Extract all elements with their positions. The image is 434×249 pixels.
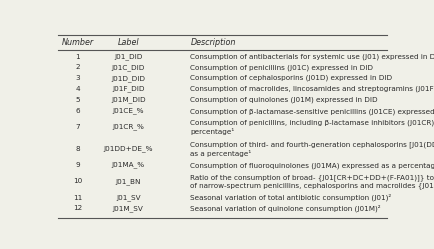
Text: 6: 6 bbox=[76, 108, 80, 114]
Text: J01_SV: J01_SV bbox=[116, 194, 141, 201]
Text: 2: 2 bbox=[76, 64, 80, 70]
Text: J01M_SV: J01M_SV bbox=[113, 205, 144, 212]
Text: 3: 3 bbox=[76, 75, 80, 81]
Text: 9: 9 bbox=[76, 162, 80, 168]
Text: 4: 4 bbox=[76, 86, 80, 92]
Text: J01_BN: J01_BN bbox=[115, 178, 141, 185]
Text: Number: Number bbox=[62, 38, 94, 47]
Text: J01DD+DE_%: J01DD+DE_% bbox=[103, 145, 153, 152]
Text: Consumption of third- and fourth-generation cephalosporins [J01(DD+DE)] expresse: Consumption of third- and fourth-generat… bbox=[191, 141, 434, 157]
Text: 7: 7 bbox=[76, 124, 80, 130]
Text: 12: 12 bbox=[73, 205, 82, 211]
Text: Description: Description bbox=[191, 38, 236, 47]
Text: Consumption of penicillins (J01C) expressed in DID: Consumption of penicillins (J01C) expres… bbox=[191, 64, 374, 71]
Text: 11: 11 bbox=[73, 194, 82, 200]
Text: 1: 1 bbox=[76, 54, 80, 60]
Text: Ratio of the consumption of broad- {J01[CR+DC+DD+(F-FA01)]} to the consumption
o: Ratio of the consumption of broad- {J01[… bbox=[191, 174, 434, 189]
Text: Consumption of fluoroquinolones (J01MA) expressed as a percentage²: Consumption of fluoroquinolones (J01MA) … bbox=[191, 161, 434, 169]
Text: 8: 8 bbox=[76, 146, 80, 152]
Text: Consumption of macrolides, lincosamides and streptogramins (J01F) expressed in D: Consumption of macrolides, lincosamides … bbox=[191, 86, 434, 92]
Text: J01C_DID: J01C_DID bbox=[112, 64, 145, 71]
Text: Label: Label bbox=[118, 38, 139, 47]
Text: Consumption of quinolones (J01M) expressed in DID: Consumption of quinolones (J01M) express… bbox=[191, 97, 378, 103]
Text: 5: 5 bbox=[76, 97, 80, 103]
Text: Consumption of β-lactamase-sensitive penicillins (J01CE) expressed as a percenta: Consumption of β-lactamase-sensitive pen… bbox=[191, 107, 434, 115]
Text: J01D_DID: J01D_DID bbox=[111, 75, 145, 82]
Text: Consumption of penicillins, including β-lactamase inhibitors (J01CR) expressed a: Consumption of penicillins, including β-… bbox=[191, 119, 434, 135]
Text: J01CR_%: J01CR_% bbox=[112, 124, 144, 130]
Text: J01MA_%: J01MA_% bbox=[112, 162, 145, 168]
Text: Consumption of antibacterials for systemic use (J01) expressed in DID: Consumption of antibacterials for system… bbox=[191, 53, 434, 60]
Text: Seasonal variation of quinolone consumption (J01M)²: Seasonal variation of quinolone consumpt… bbox=[191, 205, 381, 212]
Text: J01CE_%: J01CE_% bbox=[112, 107, 144, 114]
Text: J01_DID: J01_DID bbox=[114, 53, 142, 60]
Text: 10: 10 bbox=[73, 178, 82, 184]
Text: Seasonal variation of total antibiotic consumption (J01)²: Seasonal variation of total antibiotic c… bbox=[191, 194, 392, 201]
Text: J01F_DID: J01F_DID bbox=[112, 86, 145, 92]
Text: J01M_DID: J01M_DID bbox=[111, 97, 145, 103]
Text: Consumption of cephalosporins (J01D) expressed in DID: Consumption of cephalosporins (J01D) exp… bbox=[191, 75, 393, 81]
